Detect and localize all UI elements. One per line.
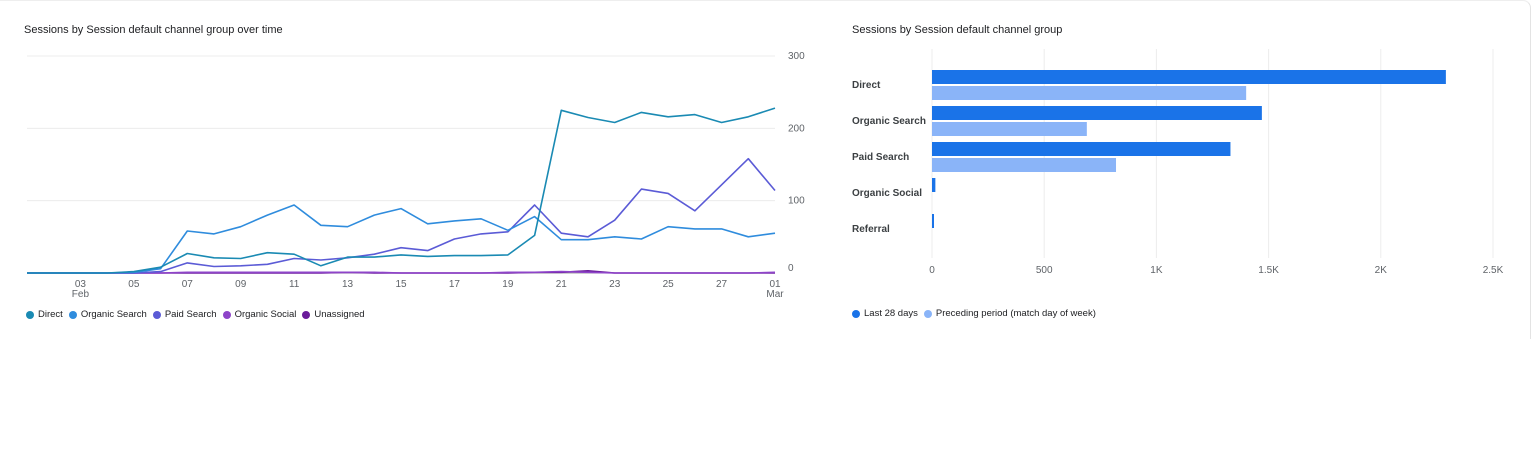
x-tick-sublabel: Mar xyxy=(766,289,784,300)
x-tick-label: 05 xyxy=(128,279,140,290)
legend-dot-icon xyxy=(26,310,34,319)
legend-label: Last 28 days xyxy=(864,308,918,319)
series-line-organic-social[interactable] xyxy=(27,270,776,274)
x-tick-label: 2K xyxy=(1375,265,1388,276)
legend-label: Paid Search xyxy=(164,309,217,320)
x-tick-label: 25 xyxy=(663,279,675,290)
x-tick-label: 1K xyxy=(1150,265,1163,276)
legend-item-preceding-period-match-day-of-week[interactable]: Preceding period (match day of week) xyxy=(923,308,1096,319)
bar-paid-search-last-28-days[interactable] xyxy=(932,142,1231,156)
y-tick-label: 100 xyxy=(788,196,805,207)
bar-organic-social-last-28-days[interactable] xyxy=(932,178,936,192)
category-label-organic-social: Organic Social xyxy=(852,188,922,199)
bar-direct-last-28-days[interactable] xyxy=(932,70,1446,84)
legend-dot-icon xyxy=(152,310,161,319)
y-tick-label: 300 xyxy=(788,51,805,62)
series-line-organic-search[interactable] xyxy=(27,204,776,274)
x-tick-label: 21 xyxy=(556,279,568,290)
x-tick-label: 1.5K xyxy=(1258,265,1279,276)
y-tick-label: 200 xyxy=(788,123,805,134)
legend-item-paid-search[interactable]: Paid Search xyxy=(152,309,217,320)
legend-dot-icon xyxy=(222,310,231,319)
x-tick-label: 0 xyxy=(929,265,935,276)
x-tick-label: 27 xyxy=(716,279,728,290)
line-chart-legend: Direct Organic Search Paid Search Organic S… xyxy=(26,309,371,320)
x-tick-label: 500 xyxy=(1036,265,1053,276)
bar-chart-title: Sessions by Session default channel grou… xyxy=(852,24,1063,36)
legend-item-last-28-days[interactable]: Last 28 days xyxy=(852,308,918,319)
x-tick-label: 11 xyxy=(289,279,300,290)
bar-paid-search-preceding-period-match-day-of-week[interactable] xyxy=(932,158,1117,172)
category-label-paid-search: Paid Search xyxy=(852,152,909,163)
x-tick-label: 09 xyxy=(235,279,247,290)
legend-dot-icon xyxy=(68,310,77,319)
legend-item-unassigned[interactable]: Unassigned xyxy=(302,309,365,320)
x-tick-label: 19 xyxy=(502,279,514,290)
legend-label: Direct xyxy=(38,309,63,320)
bar-referral-last-28-days[interactable] xyxy=(932,214,934,228)
bar-organic-search-last-28-days[interactable] xyxy=(932,106,1262,120)
x-tick-label: 23 xyxy=(609,279,621,290)
bar-direct-preceding-period-match-day-of-week[interactable] xyxy=(932,86,1247,100)
category-label-direct: Direct xyxy=(852,80,881,91)
line-chart-title: Sessions by Session default channel grou… xyxy=(24,24,283,36)
x-tick-label: 07 xyxy=(182,279,194,290)
legend-label: Organic Search xyxy=(80,309,147,320)
legend-item-direct[interactable]: Direct xyxy=(26,309,63,320)
legend-dot-icon xyxy=(302,310,311,319)
x-tick-label: 03 xyxy=(75,279,87,290)
legend-item-organic-social[interactable]: Organic Social xyxy=(222,309,297,320)
report-card: Sessions by Session default channel grou… xyxy=(0,0,1531,339)
legend-dot-icon xyxy=(923,309,932,318)
x-tick-label: 15 xyxy=(395,279,407,290)
category-label-referral: Referral xyxy=(852,224,890,235)
bar-chart-legend: Last 28 days Preceding period (match day … xyxy=(852,308,1102,319)
x-tick-label: 13 xyxy=(342,279,354,290)
x-tick-label: 2.5K xyxy=(1483,265,1504,276)
legend-dot-icon xyxy=(852,309,860,318)
y-tick-label: 0 xyxy=(788,263,794,274)
category-label-organic-search: Organic Search xyxy=(852,116,926,127)
x-tick-sublabel: Feb xyxy=(72,289,90,300)
series-line-paid-search[interactable] xyxy=(27,157,776,274)
legend-label: Preceding period (match day of week) xyxy=(935,308,1096,319)
bar-organic-search-preceding-period-match-day-of-week[interactable] xyxy=(932,122,1087,136)
x-tick-label: 17 xyxy=(449,279,461,290)
x-tick-label: 01 xyxy=(769,279,781,290)
legend-label: Unassigned xyxy=(314,309,365,320)
legend-item-organic-search[interactable]: Organic Search xyxy=(68,309,147,320)
legend-label: Organic Social xyxy=(234,309,297,320)
series-line-direct[interactable] xyxy=(27,107,776,274)
